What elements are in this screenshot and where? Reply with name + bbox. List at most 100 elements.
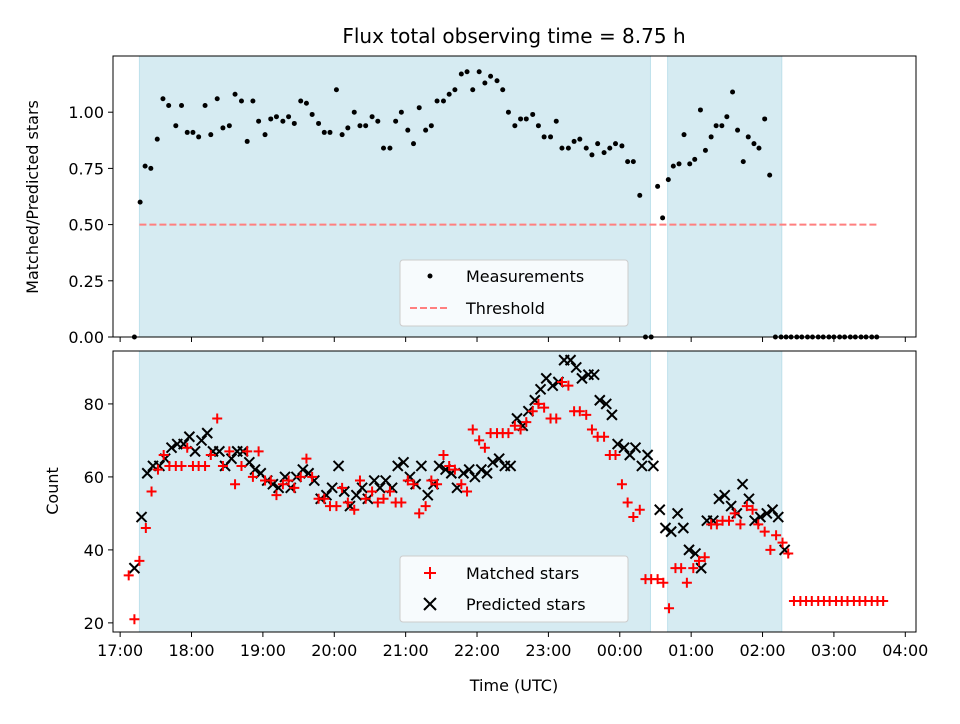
measurement-point bbox=[523, 116, 529, 122]
measurement-point bbox=[416, 105, 422, 111]
predicted-star-point bbox=[356, 482, 368, 494]
measurement-point bbox=[482, 80, 488, 86]
matched-star-point bbox=[467, 424, 478, 435]
measurement-point bbox=[589, 152, 595, 158]
matched-star-point bbox=[283, 475, 294, 486]
measurement-point bbox=[148, 165, 154, 171]
x-tick-label: 03:00 bbox=[811, 641, 857, 660]
matched-star-point bbox=[414, 508, 425, 519]
measurement-point bbox=[214, 96, 220, 102]
matched-star-point bbox=[551, 413, 562, 424]
predicted-star-point bbox=[457, 467, 470, 479]
chart-title: Flux total observing time = 8.75 h bbox=[342, 24, 685, 48]
y-tick-label: 0.50 bbox=[68, 216, 104, 235]
measurement-point bbox=[702, 147, 708, 153]
ratio-panel-x-ticks bbox=[119, 337, 906, 342]
matched-star-point bbox=[253, 446, 264, 457]
ratio-panel-frame bbox=[112, 55, 917, 338]
predicted-star-point bbox=[397, 456, 410, 469]
matched-star-point bbox=[711, 519, 722, 530]
measurement-point bbox=[518, 116, 524, 122]
x-tick-label: 21:00 bbox=[383, 641, 429, 660]
matched-star-point bbox=[271, 490, 282, 501]
measurement-point bbox=[660, 215, 666, 221]
measurement-point bbox=[393, 118, 399, 124]
measurement-point bbox=[154, 136, 160, 142]
measurement-point bbox=[708, 134, 714, 140]
measurement-point bbox=[244, 138, 250, 144]
matched-star-point bbox=[444, 460, 455, 471]
x-tick-label: 17:00 bbox=[97, 641, 143, 660]
measurement-point bbox=[751, 141, 757, 147]
matched-star-point bbox=[599, 431, 610, 442]
measurement-point bbox=[220, 125, 226, 131]
matched-star-point bbox=[242, 446, 253, 457]
matched-star-point bbox=[449, 464, 460, 475]
matched-star-point bbox=[622, 497, 633, 508]
predicted-star-point bbox=[766, 504, 779, 516]
matched-star-point bbox=[503, 428, 514, 439]
measurement-point bbox=[142, 163, 148, 169]
matched-star-point bbox=[676, 563, 687, 574]
matched-star-points bbox=[123, 377, 889, 625]
predicted-star-point bbox=[736, 478, 749, 490]
ratio-legend-box bbox=[399, 259, 629, 327]
measurement-point bbox=[173, 123, 179, 129]
predicted-star-point bbox=[368, 474, 380, 487]
predicted-star-point bbox=[183, 431, 196, 443]
predicted-star-point bbox=[629, 442, 642, 454]
predicted-star-point bbox=[624, 449, 636, 461]
matched-star-point bbox=[295, 471, 306, 482]
count-panel-y-ticks: 20 40 60 80 bbox=[84, 395, 113, 633]
predicted-star-point bbox=[671, 507, 684, 520]
x-axis-label: Time (UTC) bbox=[469, 676, 558, 695]
legend-threshold-label: Threshold bbox=[465, 299, 545, 318]
measurement-point bbox=[411, 141, 417, 147]
matched-star-point bbox=[747, 504, 758, 515]
measurement-point bbox=[179, 102, 185, 108]
matched-star-point bbox=[456, 479, 467, 490]
matched-star-point bbox=[402, 475, 413, 486]
measurement-point bbox=[559, 145, 565, 151]
measurement-point bbox=[196, 134, 202, 140]
measurement-point bbox=[250, 98, 256, 104]
predicted-star-point bbox=[665, 525, 677, 538]
measurement-point bbox=[577, 136, 583, 142]
y-tick-label: 60 bbox=[84, 468, 104, 487]
measurement-point bbox=[268, 116, 274, 122]
matched-star-point bbox=[515, 424, 526, 435]
predicted-star-point bbox=[611, 438, 624, 450]
predicted-star-point bbox=[761, 507, 773, 520]
x-tick-label: 20:00 bbox=[311, 641, 357, 660]
legend-predicted-marker bbox=[423, 597, 437, 611]
matched-star-point bbox=[301, 453, 312, 464]
y-tick-label: 0.25 bbox=[68, 272, 104, 291]
matched-star-point bbox=[426, 475, 437, 486]
measurement-point bbox=[612, 141, 618, 147]
matched-star-point bbox=[628, 512, 639, 523]
ratio-legend: Measurements Threshold bbox=[399, 259, 629, 327]
matched-star-point bbox=[616, 479, 627, 490]
predicted-star-point bbox=[350, 489, 363, 501]
predicted-star-point bbox=[754, 511, 767, 523]
matched-star-point bbox=[533, 398, 544, 409]
matched-star-point bbox=[289, 482, 300, 493]
measurement-point bbox=[184, 129, 190, 135]
measurement-point bbox=[571, 138, 577, 144]
predicted-star-point bbox=[422, 489, 434, 501]
matched-star-point bbox=[152, 464, 163, 475]
measurement-point bbox=[405, 127, 411, 133]
y-tick-label: 0.75 bbox=[68, 159, 104, 178]
predicted-star-point bbox=[195, 434, 208, 447]
measurement-point bbox=[309, 111, 315, 117]
measurement-point bbox=[565, 145, 571, 151]
measurement-point bbox=[273, 114, 279, 120]
y-tick-label: 40 bbox=[84, 541, 104, 560]
matched-star-point bbox=[265, 475, 276, 486]
measurement-point bbox=[298, 98, 304, 104]
matched-star-point bbox=[146, 486, 157, 497]
measurement-point bbox=[637, 192, 643, 198]
legend-predicted-label: Predicted stars bbox=[466, 595, 586, 614]
measurement-point bbox=[470, 87, 476, 93]
count-panel: 17:00 18:00 19:00 20:00 21:00 22:00 23:00 00:00… bbox=[43, 350, 928, 695]
